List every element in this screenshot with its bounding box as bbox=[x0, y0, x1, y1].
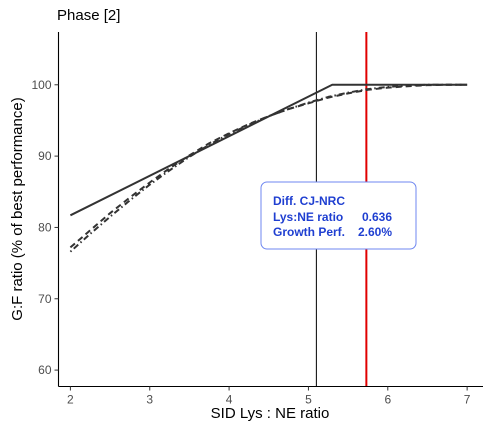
y-tick-label: 70 bbox=[38, 292, 52, 306]
annotation-lys-ratio-label: Lys:NE ratio bbox=[273, 210, 343, 224]
annotation-lys-ratio-value: 0.636 bbox=[362, 210, 392, 224]
x-axis-title: SID Lys : NE ratio bbox=[211, 405, 330, 422]
y-tick-label: 100 bbox=[31, 78, 51, 92]
y-tick-label: 80 bbox=[38, 220, 52, 234]
x-axis-ticks: 2 3 4 5 6 7 bbox=[67, 386, 471, 407]
annotation-box: Diff. CJ-NRC Lys:NE ratio 0.636 Growth P… bbox=[260, 181, 417, 250]
x-tick-label: 4 bbox=[226, 393, 233, 407]
x-tick-label: 5 bbox=[305, 393, 312, 407]
series-line-dashed bbox=[69, 83, 468, 249]
x-tick-label: 3 bbox=[146, 393, 153, 407]
x-tick-label: 7 bbox=[464, 393, 471, 407]
y-tick-label: 90 bbox=[38, 149, 52, 163]
y-tick-label: 60 bbox=[38, 363, 52, 377]
series-lines bbox=[69, 83, 468, 253]
series-line-dotdash bbox=[69, 83, 468, 253]
y-axis-title: G:F ratio (% of best performance) bbox=[9, 97, 26, 320]
y-axis-ticks: 60 70 80 90 100 bbox=[31, 78, 59, 377]
x-tick-label: 2 bbox=[67, 393, 74, 407]
annotation-growth-value: 2.60% bbox=[358, 225, 392, 239]
annotation-growth-label: Growth Perf. bbox=[273, 225, 345, 239]
annotation-title: Diff. CJ-NRC bbox=[273, 194, 345, 208]
x-tick-label: 6 bbox=[384, 393, 391, 407]
chart-title: Phase [2] bbox=[57, 7, 120, 24]
annotation-frame bbox=[260, 181, 417, 250]
